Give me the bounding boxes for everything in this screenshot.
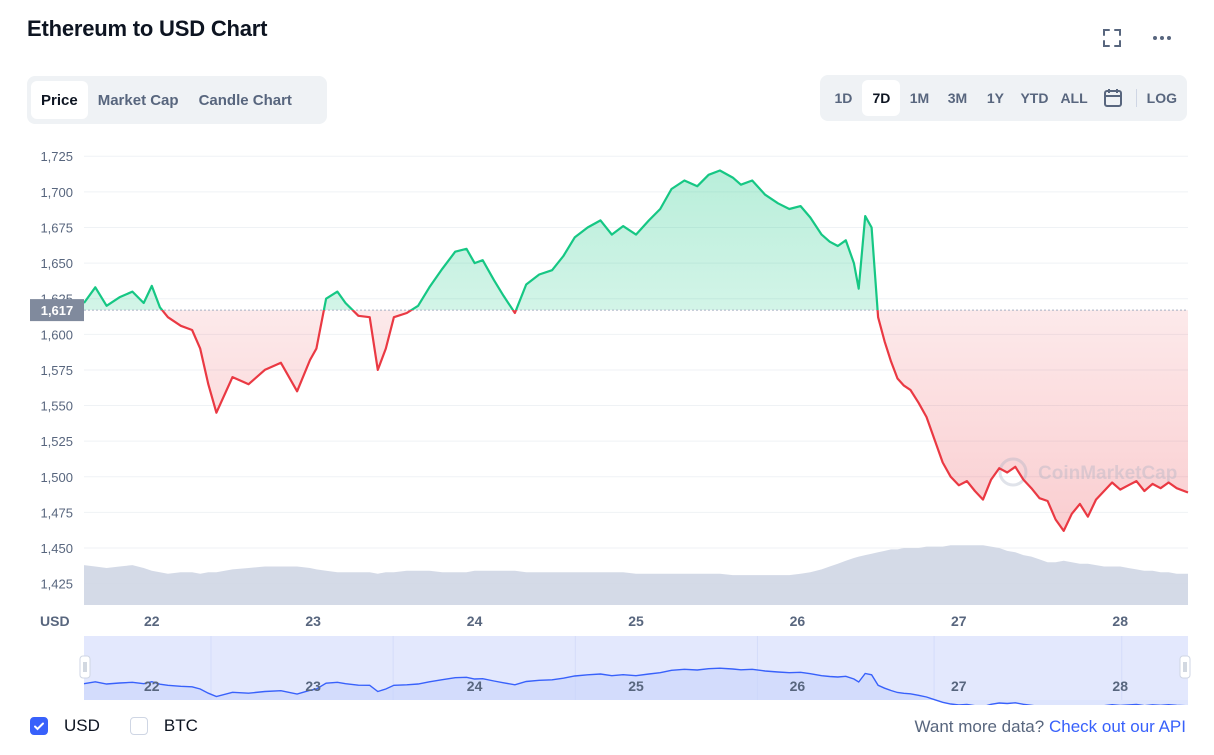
navigator-area (84, 668, 1188, 705)
watermark-text: CoinMarketCap (1038, 463, 1177, 484)
y-tick-label: 1,550 (40, 399, 73, 414)
legend-usd[interactable]: USD (30, 716, 100, 736)
price-area-down (84, 310, 1188, 531)
log-scale-toggle[interactable]: LOG (1146, 90, 1177, 106)
x-axis: 22 23 24 25 26 27 28 (144, 613, 1128, 629)
navigator-x-tick-label: 22 (144, 678, 160, 694)
calendar-icon[interactable] (1094, 80, 1132, 116)
y-axis: 1,7251,7001,6751,6501,6251,6001,5751,550… (40, 149, 73, 591)
range-7d[interactable]: 7D (862, 80, 901, 116)
more-options-icon[interactable] (1148, 24, 1176, 52)
x-tick-label: 26 (790, 613, 806, 629)
btc-checkbox[interactable] (129, 717, 148, 735)
y-tick-label: 1,650 (40, 256, 73, 271)
x-tick-label: 25 (628, 613, 644, 629)
y-tick-label: 1,425 (40, 577, 73, 592)
btc-label: BTC (163, 716, 198, 735)
tab-price[interactable]: Price (31, 81, 88, 119)
x-tick-label: 24 (467, 613, 483, 629)
fullscreen-icon[interactable] (1098, 24, 1126, 52)
tab-market-cap[interactable]: Market Cap (97, 91, 179, 109)
coinmarketcap-watermark: CoinMarketCap (998, 457, 1177, 487)
y-tick-label: 1,500 (40, 470, 73, 485)
time-range-selector: 1D 7D 1M 3M 1Y YTD ALL LOG (820, 75, 1187, 121)
range-divider (1135, 89, 1137, 107)
x-tick-label: 27 (951, 613, 967, 629)
page-title: Ethereum to USD Chart (27, 16, 268, 41)
y-tick-label: 1,450 (40, 541, 73, 556)
chart-type-tabs: Price Market Cap Candle Chart (27, 76, 327, 124)
y-tick-label: 1,675 (40, 220, 73, 235)
x-tick-label: 28 (1112, 613, 1128, 629)
y-tick-label: 1,525 (40, 434, 73, 449)
y-tick-label: 1,700 (40, 185, 73, 200)
check-icon (34, 722, 44, 731)
range-1d[interactable]: 1D (834, 90, 853, 106)
navigator-x-axis: 22 23 24 25 26 27 28 (144, 678, 1128, 694)
range-ytd[interactable]: YTD (1020, 90, 1049, 106)
currency-legend: USD BTC (30, 716, 228, 736)
navigator-x-tick-label: 24 (467, 678, 483, 694)
y-tick-label: 1,575 (40, 363, 73, 378)
api-link[interactable]: Check out our API (1048, 717, 1186, 736)
price-line-down (160, 310, 1189, 532)
api-promo: Want more data? Check out our API (914, 717, 1186, 737)
reference-price-label: 1,617 (41, 303, 74, 318)
navigator-x-tick-label: 23 (305, 678, 321, 694)
navigator-left-handle[interactable] (79, 655, 91, 679)
price-line-up (83, 169, 879, 311)
y-axis-unit: USD (40, 613, 70, 629)
x-tick-label: 22 (144, 613, 160, 629)
navigator-line (83, 667, 1186, 705)
price-chart[interactable]: 1,7251,7001,6751,6501,6251,6001,5751,550… (0, 130, 1214, 630)
usd-checkbox[interactable] (30, 717, 48, 735)
api-text: Want more data? (914, 717, 1045, 736)
legend-btc[interactable]: BTC (129, 716, 198, 736)
reference-price-tag: 1,617 (30, 299, 84, 322)
volume-area (84, 545, 1188, 605)
range-all[interactable]: ALL (1060, 90, 1088, 106)
navigator-right-handle[interactable] (1179, 655, 1191, 679)
y-tick-label: 1,475 (40, 505, 73, 520)
navigator-x-tick-label: 25 (628, 678, 644, 694)
navigator-x-tick-label: 26 (790, 678, 806, 694)
y-tick-label: 1,600 (40, 327, 73, 342)
price-area-up (84, 170, 878, 311)
range-1m[interactable]: 1M (909, 90, 930, 106)
navigator-x-tick-label: 28 (1112, 678, 1128, 694)
tab-candle-chart[interactable]: Candle Chart (198, 91, 292, 109)
usd-label: USD (64, 716, 100, 735)
range-3m[interactable]: 3M (947, 90, 968, 106)
navigator-x-tick-label: 27 (951, 678, 967, 694)
range-navigator[interactable]: 22 23 24 25 26 27 28 (0, 630, 1214, 705)
y-tick-label: 1,725 (40, 149, 73, 164)
range-1y[interactable]: 1Y (986, 90, 1004, 106)
x-tick-label: 23 (305, 613, 321, 629)
